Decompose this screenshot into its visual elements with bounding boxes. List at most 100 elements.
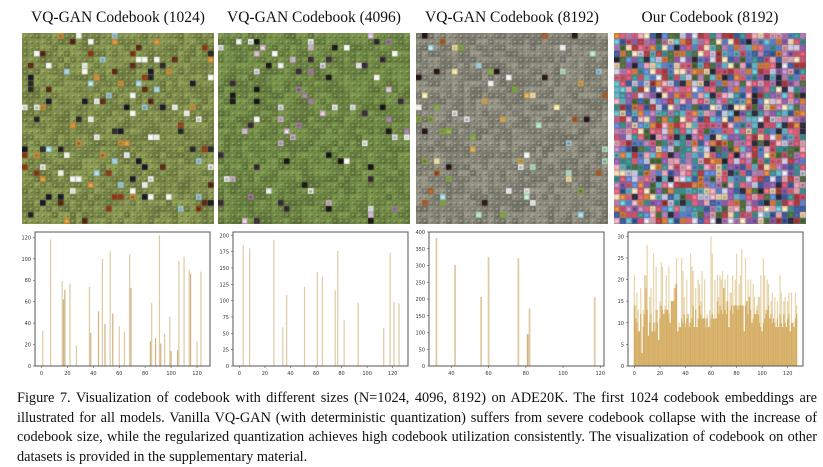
- y-tick-label: 25: [223, 348, 229, 354]
- histogram-bar: [710, 236, 712, 366]
- x-tick-label: 60: [116, 371, 122, 377]
- histogram-bar: [130, 287, 132, 366]
- histogram-svg: 0 50 100 150 200 250 300 350 400 40 60 80 100 120: [415, 230, 605, 377]
- y-tick-label: 20: [25, 343, 31, 349]
- histogram-bar: [664, 309, 666, 366]
- histogram-bar: [715, 318, 717, 366]
- histogram-bar: [688, 327, 690, 366]
- histogram-bar: [196, 341, 198, 366]
- histogram-bar: [724, 309, 726, 366]
- y-tick-label: 250: [415, 280, 425, 286]
- histogram-bar: [729, 309, 731, 366]
- histogram-bar: [316, 271, 318, 366]
- codebook-grid-ours-8192: [614, 33, 806, 224]
- y-tick-label: 30: [618, 234, 624, 240]
- y-tick-label: 15: [618, 299, 624, 305]
- panel-title-ours-8192: Our Codebook (8192): [641, 9, 779, 26]
- panel-title-vqgan-1024: VQ-GAN Codebook (1024): [31, 9, 205, 26]
- y-tick-label: 200: [219, 233, 229, 239]
- histogram-bar: [700, 314, 702, 366]
- y-tick-label: 25: [618, 256, 624, 262]
- histogram-bar: [660, 305, 662, 366]
- histogram-bar: [711, 253, 713, 366]
- y-tick-label: 150: [415, 314, 425, 320]
- x-tick-label: 60: [708, 371, 714, 377]
- histogram-bar: [101, 258, 104, 366]
- histogram-bar: [794, 318, 796, 366]
- x-tick-label: 20: [64, 371, 70, 377]
- series-dark: [526, 334, 529, 366]
- histogram-bar: [751, 322, 753, 366]
- histogram-bar: [687, 314, 689, 366]
- histogram-bar: [109, 251, 111, 366]
- histogram-bar: [767, 305, 770, 366]
- histogram-bar: [670, 301, 673, 366]
- histogram-bar: [104, 324, 106, 366]
- histogram-bar: [746, 301, 748, 366]
- histogram-bar: [748, 296, 750, 366]
- usage-histogram-ours-8192: 0 5 10 15 20 25 30 0 20 40 60 80 100 120: [607, 226, 807, 378]
- y-tick-label: 0: [422, 364, 425, 370]
- histogram-bar: [681, 257, 683, 366]
- histogram-bar: [742, 305, 744, 366]
- histogram-bar: [762, 322, 764, 366]
- y-tick-label: 100: [21, 257, 31, 263]
- histogram-bar: [112, 313, 114, 366]
- histogram-bar: [661, 309, 664, 366]
- histogram-bar: [644, 314, 646, 366]
- histogram-bar: [638, 331, 641, 366]
- histogram-bar: [674, 288, 676, 366]
- x-tick-label: 0: [238, 371, 241, 377]
- histogram-svg: 0 5 10 15 20 25 30 0 20 40 60 80 100 120: [618, 231, 804, 377]
- histogram-bar: [149, 341, 151, 366]
- x-tick-label: 80: [142, 371, 148, 377]
- histogram-bar: [97, 311, 100, 366]
- histogram-bar: [711, 314, 713, 366]
- histogram-bar: [62, 299, 65, 366]
- x-tick-label: 100: [362, 371, 372, 377]
- histogram-bar: [771, 322, 773, 366]
- histogram-bar: [737, 309, 739, 366]
- histogram-bar: [776, 318, 779, 366]
- histogram-bar: [739, 305, 742, 366]
- histogram-bar: [343, 320, 345, 366]
- y-tick-label: 0: [226, 364, 229, 370]
- histogram-bar: [741, 305, 743, 366]
- histogram-bar: [164, 333, 166, 366]
- histogram-bar: [64, 289, 66, 366]
- usage-histogram-vqgan-8192: 0 50 100 150 200 250 300 350 400 40 60 80 100 120: [408, 226, 608, 378]
- histogram-bar: [762, 257, 764, 366]
- histogram-bar: [61, 281, 63, 366]
- histogram-bar: [665, 309, 667, 366]
- histogram-bar: [666, 309, 669, 366]
- histogram-bar: [176, 349, 179, 366]
- x-tick-label: 40: [682, 371, 688, 377]
- histogram-bar: [673, 301, 675, 366]
- histogram-bar: [652, 322, 655, 366]
- histogram-bar: [730, 305, 733, 366]
- histogram-bar: [789, 331, 791, 366]
- histogram-bar: [781, 327, 784, 366]
- histogram-bar: [183, 256, 185, 366]
- histogram-bar: [75, 345, 78, 366]
- histogram-bar: [321, 276, 324, 366]
- caption-line: Figure 7. Visualization of codebook with…: [17, 390, 817, 406]
- x-tick-label: 0: [633, 371, 636, 377]
- histogram-bar: [69, 283, 71, 366]
- histogram-bar: [650, 314, 652, 366]
- histogram-bar: [705, 327, 707, 366]
- histogram-bar: [282, 327, 284, 366]
- histogram-bar: [389, 252, 391, 366]
- y-tick-label: 40: [25, 321, 31, 327]
- histogram-bar: [684, 327, 687, 366]
- histogram-bar: [760, 275, 762, 366]
- histogram-bar: [790, 322, 793, 366]
- histogram-svg: 0 20 40 60 80 100 120 0 20 40 60 80 100 120: [21, 231, 211, 377]
- histogram-bar: [775, 327, 777, 366]
- x-tick-label: 60: [313, 371, 319, 377]
- series-light: [435, 237, 596, 367]
- plot-frame: [232, 231, 409, 367]
- histogram-bar: [769, 318, 771, 366]
- histogram-bar: [637, 331, 639, 366]
- histogram-bar: [701, 318, 703, 366]
